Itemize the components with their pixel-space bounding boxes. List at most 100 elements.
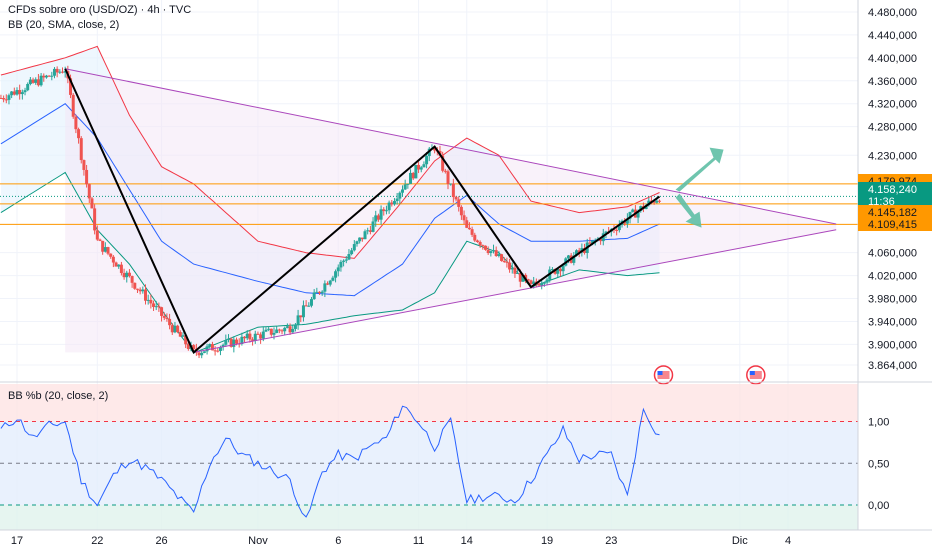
candle-body: [502, 260, 506, 262]
price-tick-label: 3.864,000: [868, 360, 917, 372]
candle-body: [625, 218, 629, 224]
candle-body: [342, 260, 346, 262]
candle-body: [15, 90, 19, 95]
candle-body: [178, 332, 182, 337]
candle-body: [513, 267, 517, 274]
candle-body: [264, 329, 268, 332]
candle-body: [558, 269, 562, 272]
candle-body: [98, 239, 102, 241]
candle-body: [459, 206, 463, 216]
candle-body: [414, 164, 418, 179]
candle-body: [443, 170, 447, 172]
candle-body: [291, 328, 295, 333]
candle-body: [655, 200, 659, 203]
candle-body: [202, 351, 206, 353]
candle-body: [39, 75, 43, 86]
candle-body: [390, 202, 394, 205]
price-tick-label: 3.980,000: [868, 294, 917, 306]
pctb-line: [0, 405, 660, 518]
candle-body: [628, 211, 632, 219]
price-tag: [858, 182, 932, 208]
candle-body: [315, 291, 319, 293]
triangle-lower-trendline[interactable]: [193, 229, 837, 353]
candle-body: [382, 209, 386, 212]
candle-body: [505, 261, 509, 263]
candle-body: [47, 75, 51, 77]
candle-body: [186, 344, 190, 349]
candle-body: [486, 249, 490, 254]
candle-body: [550, 269, 554, 271]
price-tick-label: 4.480,000: [868, 7, 917, 19]
indicator-legend[interactable]: BB (20, SMA, close, 2): [8, 19, 120, 31]
candle-body: [446, 171, 450, 184]
candle-body: [141, 289, 145, 292]
candle-body: [518, 273, 522, 282]
oscillator-pane[interactable]: 1,00 0,50 0,00: [0, 384, 889, 530]
candle-body: [165, 317, 169, 319]
candle-body: [26, 84, 30, 91]
candle-body: [240, 336, 244, 345]
candle-body: [267, 328, 271, 330]
zigzag-drawing[interactable]: [64, 68, 661, 355]
candle-body: [366, 230, 370, 232]
candle-body: [23, 90, 27, 93]
price-tick-label: 4.360,000: [868, 76, 917, 88]
candle-body: [90, 198, 94, 209]
candle-body: [111, 256, 115, 263]
candle-body: [524, 274, 528, 280]
candle-body: [229, 338, 233, 347]
candle-body: [34, 79, 38, 83]
price-tick-label: 4.320,000: [868, 99, 917, 111]
candle-body: [481, 245, 485, 247]
price-tick-label: 4.280,000: [868, 122, 917, 134]
candle-body: [566, 255, 570, 259]
oscillator-legend[interactable]: BB %b (20, close, 2): [8, 390, 109, 402]
candle-body: [403, 184, 407, 190]
candle-body: [146, 299, 150, 301]
price-tag: [858, 217, 932, 231]
candle-body: [192, 345, 196, 349]
candle-body: [213, 350, 217, 352]
candle-body: [537, 283, 541, 286]
us-flag-stripes: [749, 371, 762, 379]
candle-body: [42, 75, 46, 78]
candle-body: [130, 276, 134, 283]
candle-body: [355, 241, 359, 245]
candle-body: [652, 201, 656, 203]
candle-body: [85, 169, 89, 185]
candle-body: [114, 262, 118, 267]
time-tick-label: Dic: [732, 535, 748, 547]
candle-body: [449, 183, 453, 185]
candle-body: [133, 282, 137, 289]
candle-body: [473, 234, 477, 241]
candle-body: [36, 79, 40, 86]
candle-body: [540, 283, 544, 286]
candle-body: [50, 75, 54, 77]
candle-body: [475, 240, 479, 242]
candle-body: [18, 90, 22, 95]
candle-body: [280, 330, 284, 332]
candle-body: [462, 215, 466, 221]
candle-body: [154, 306, 158, 308]
time-tick-label: 22: [91, 535, 103, 547]
candle-body: [149, 299, 153, 304]
time-axis[interactable]: 17 22 26 Nov 6 11 14 19 23 Dic 4: [11, 535, 791, 547]
candle-body: [572, 255, 576, 263]
candle-body: [106, 247, 110, 254]
candle-body: [494, 250, 498, 257]
candle-body: [157, 306, 161, 308]
candle-body: [176, 325, 180, 333]
time-tick-label: 19: [541, 535, 553, 547]
candle-body: [44, 75, 48, 78]
candle-body: [492, 250, 496, 252]
time-tick-label: 23: [605, 535, 617, 547]
candle-body: [425, 156, 429, 165]
triangle-upper-trendline[interactable]: [65, 68, 837, 225]
time-tick-label: 11: [413, 535, 424, 547]
price-tick-label: 4.440,000: [868, 30, 917, 42]
symbol-title[interactable]: CFDs sobre oro (USD/OZ) · 4h · TVC: [8, 4, 192, 16]
price-tags: 4.179,9744.158,24011:364.145,1824.109,41…: [858, 174, 932, 231]
candle-body: [465, 220, 469, 228]
bollinger-upper-line: [0, 45, 660, 259]
